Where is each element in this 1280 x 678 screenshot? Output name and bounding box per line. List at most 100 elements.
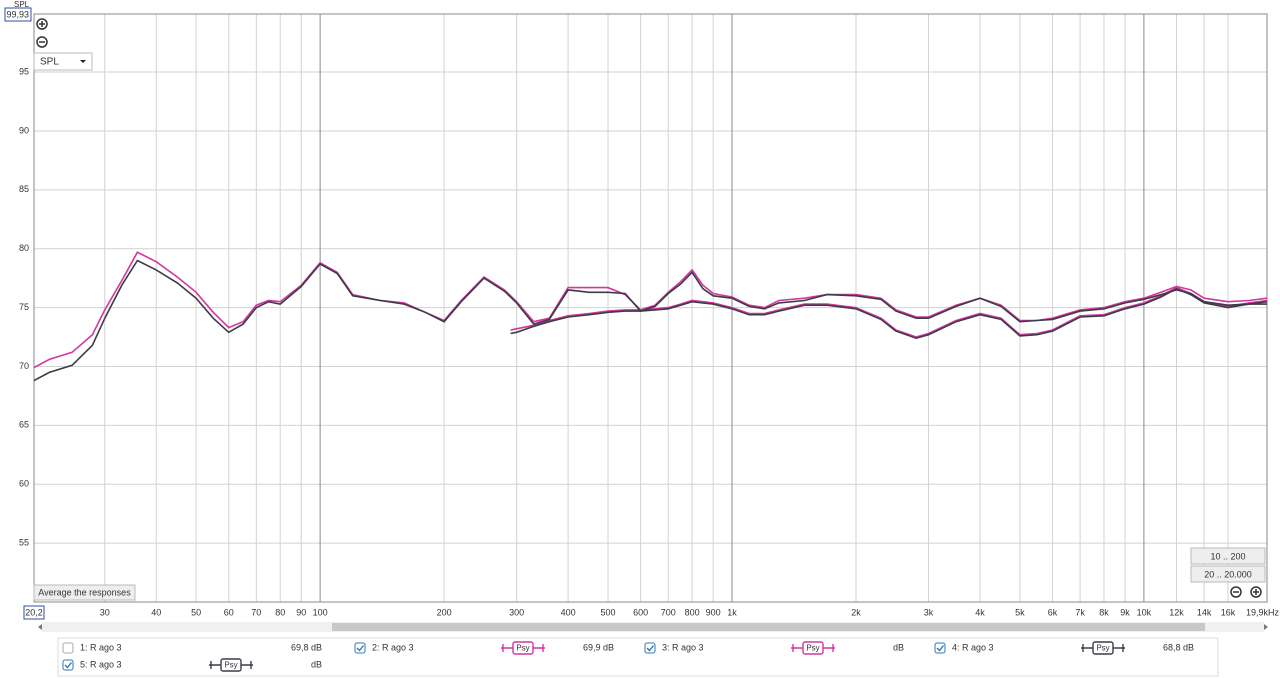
smoothing-label: Psy xyxy=(516,644,529,653)
range-button[interactable]: 20 .. 20.000 xyxy=(1190,565,1266,583)
y-tick-label: 90 xyxy=(19,125,29,135)
legend-label: 2: R ago 3 xyxy=(372,642,414,652)
average-button[interactable]: Average the responses xyxy=(33,584,136,601)
x-tick-label: 6k xyxy=(1048,607,1058,617)
x-tick-label: 700 xyxy=(661,607,676,617)
trace xyxy=(33,259,1267,382)
y-tick-label: 95 xyxy=(19,66,29,76)
legend-panel xyxy=(57,637,1219,677)
x-tick-label: 4k xyxy=(975,607,985,617)
trace xyxy=(510,286,1268,338)
y-tick-label: 65 xyxy=(19,420,29,430)
legend-entry: 1: R ago 3 69,8 dB xyxy=(62,642,322,654)
x-tick-label: 200 xyxy=(437,607,452,617)
x-tick-label: 600 xyxy=(633,607,648,617)
traces xyxy=(33,251,1268,382)
legend-readout: 68,8 dB xyxy=(1163,642,1194,652)
smoothing-button[interactable] xyxy=(802,641,824,655)
y-tick-label: 75 xyxy=(19,302,29,312)
button-label: Average the responses xyxy=(38,587,131,597)
legend: 1: R ago 3 69,8 dB 2: R ago 3 Psy 69,9 dB 3: … xyxy=(62,641,1194,672)
scrollbar[interactable] xyxy=(38,622,1268,632)
x-tick-label: 10k xyxy=(1137,607,1152,617)
checkbox[interactable] xyxy=(354,642,366,654)
smoothing-label: Psy xyxy=(806,644,819,653)
x-tick-label: 7k xyxy=(1075,607,1085,617)
x-tick-label: 300 xyxy=(509,607,524,617)
y-axis-label: SPL xyxy=(14,0,30,9)
x-tick-label: 100 xyxy=(313,607,328,617)
x-tick-label: 80 xyxy=(275,607,285,617)
legend-entry: 5: R ago 3 Psy dB xyxy=(62,658,322,672)
x-tick-label: 500 xyxy=(601,607,616,617)
y-tick-label: 70 xyxy=(19,361,29,371)
dropdown-label: SPL xyxy=(40,57,59,68)
x-tick-label: 50 xyxy=(191,607,201,617)
x-tick-label: 90 xyxy=(296,607,306,617)
button-label: 10 .. 200 xyxy=(1210,551,1245,561)
checkmark xyxy=(356,645,365,652)
x-tick-label: 14k xyxy=(1197,607,1212,617)
checkbox[interactable] xyxy=(62,659,74,671)
x-tick-label: 8k xyxy=(1099,607,1109,617)
smoothing-button[interactable] xyxy=(1092,641,1114,655)
legend-entry: 4: R ago 3 Psy 68,8 dB xyxy=(934,641,1194,655)
legend-entry: 3: R ago 3 Psy dB xyxy=(644,641,904,655)
x-tick-label: 3k xyxy=(924,607,934,617)
legend-label: 5: R ago 3 xyxy=(80,659,122,669)
spl-dropdown[interactable]: SPL xyxy=(33,52,93,71)
smoothing-label: Psy xyxy=(224,661,237,670)
y-tick-label: 85 xyxy=(19,184,29,194)
x-tick-label: 5k xyxy=(1015,607,1025,617)
y-tick-label: 80 xyxy=(19,243,29,253)
legend-entry: 2: R ago 3 Psy 69,9 dB xyxy=(354,641,614,655)
x-tick-label: 1k xyxy=(727,607,737,617)
zoom-in-x[interactable] xyxy=(1250,586,1262,598)
zoom-out-x[interactable] xyxy=(1230,586,1242,598)
x-tick-label: 60 xyxy=(224,607,234,617)
range-box xyxy=(23,605,45,620)
legend-readout: 69,8 dB xyxy=(291,642,322,652)
x-tick-label: 30 xyxy=(100,607,110,617)
ticks: 55 60 65 70 75 80 85 90 95 99,93 20,2 30 40 50 60 70 80 9… xyxy=(4,7,1280,620)
zoom-in-y[interactable] xyxy=(36,18,48,30)
button-label: 20 .. 20.000 xyxy=(1204,569,1252,579)
x-tick-label: 40 xyxy=(151,607,161,617)
x-range-label: 19,9kHz xyxy=(1246,607,1280,617)
x-tick-label: 12k xyxy=(1169,607,1184,617)
x-tick-label: 800 xyxy=(685,607,700,617)
smoothing-label: Psy xyxy=(1096,644,1109,653)
trace xyxy=(510,287,1268,340)
legend-label: 3: R ago 3 xyxy=(662,642,704,652)
plot-frame xyxy=(33,13,1268,603)
y-tick-label: 60 xyxy=(19,479,29,489)
smoothing-button[interactable] xyxy=(512,641,534,655)
legend-readout: dB xyxy=(893,642,904,652)
x-tick-label: 2k xyxy=(851,607,861,617)
x-tick-label: 70 xyxy=(251,607,261,617)
zoom-out-y[interactable] xyxy=(36,36,48,48)
y-range-label: 99,93 xyxy=(6,9,29,19)
checkmark xyxy=(936,645,945,652)
legend-label: 1: R ago 3 xyxy=(80,642,122,652)
x-range-label: 20,2 xyxy=(25,607,43,617)
y-tick-label: 55 xyxy=(19,537,29,547)
x-tick-label: 16k xyxy=(1221,607,1236,617)
checkmark xyxy=(646,645,655,652)
x-tick-label: 900 xyxy=(706,607,721,617)
range-button[interactable]: 10 .. 200 xyxy=(1190,547,1266,565)
checkbox[interactable] xyxy=(934,642,946,654)
checkbox[interactable] xyxy=(644,642,656,654)
smoothing-button[interactable] xyxy=(220,658,242,672)
legend-readout: 69,9 dB xyxy=(583,642,614,652)
checkbox[interactable] xyxy=(62,642,74,654)
x-tick-label: 9k xyxy=(1120,607,1130,617)
checkmark xyxy=(64,662,73,669)
legend-label: 4: R ago 3 xyxy=(952,642,994,652)
range-box xyxy=(4,7,32,22)
x-tick-label: 400 xyxy=(561,607,576,617)
legend-readout: dB xyxy=(311,659,322,669)
